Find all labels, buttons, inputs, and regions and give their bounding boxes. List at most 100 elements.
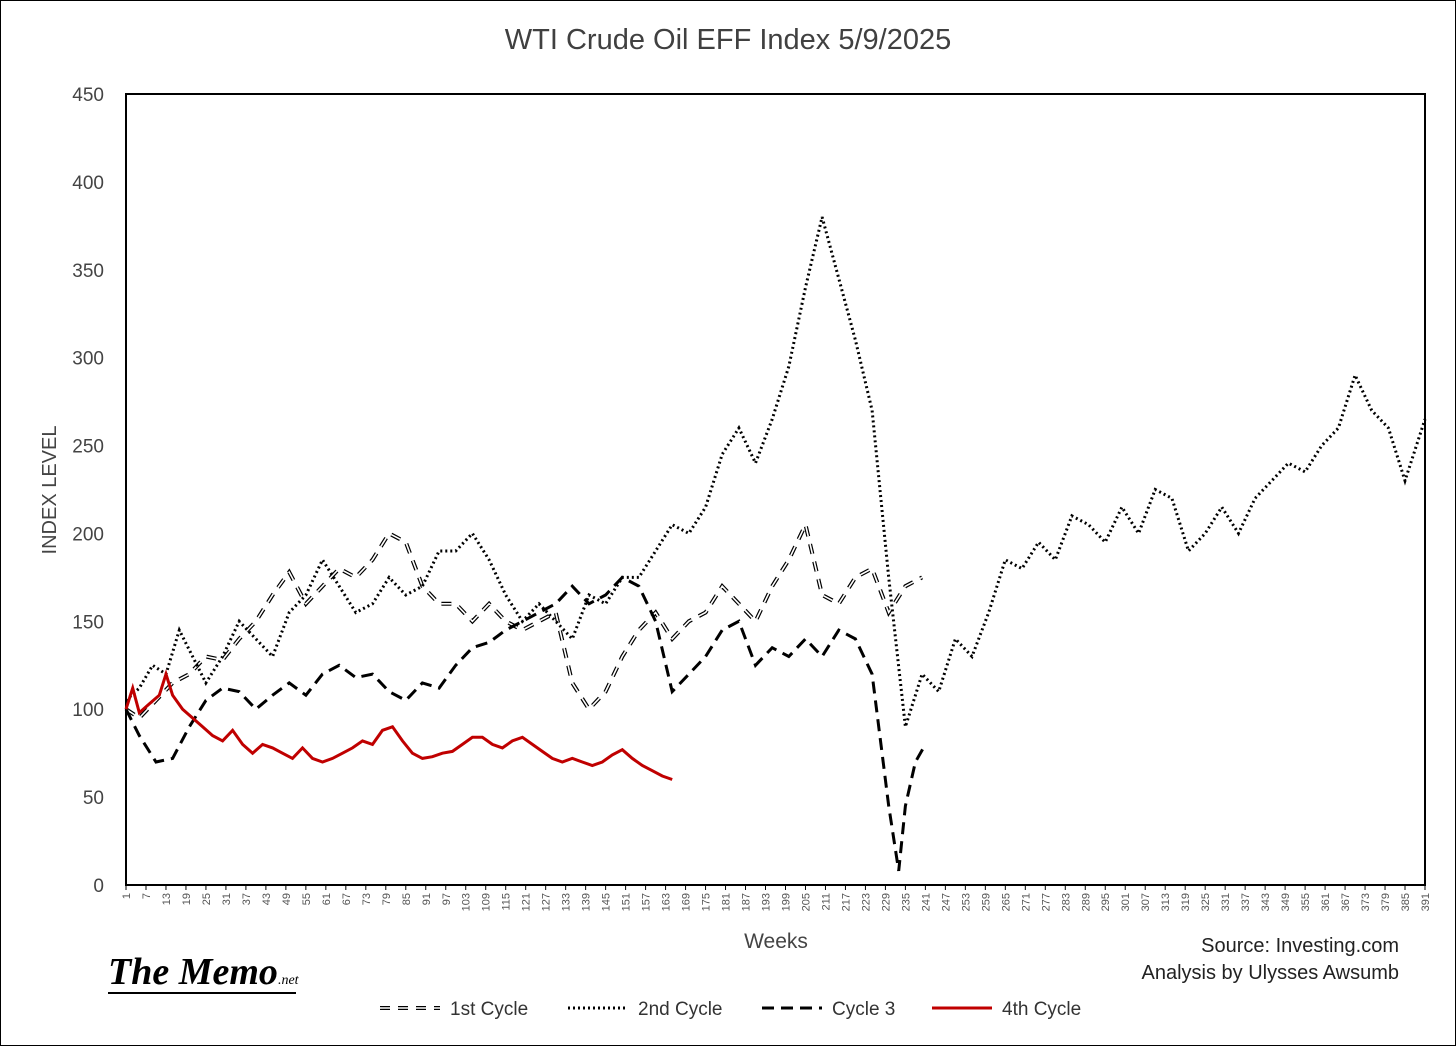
x-tick-label: 91 <box>421 893 433 905</box>
x-tick-label: 319 <box>1180 893 1192 911</box>
y-tick-label: 450 <box>72 85 104 106</box>
x-tick-label: 367 <box>1340 893 1352 911</box>
x-tick-label: 331 <box>1220 893 1232 911</box>
y-tick-label: 100 <box>72 700 104 721</box>
plot-area <box>125 93 1426 886</box>
x-tick-label: 349 <box>1280 893 1292 911</box>
series-line-4th-cycle <box>124 669 673 781</box>
x-tick-label: 295 <box>1100 893 1112 911</box>
x-tick-label: 109 <box>481 893 493 911</box>
x-tick-label: 49 <box>281 893 293 905</box>
x-tick-label: 301 <box>1120 893 1132 911</box>
x-tick-label: 115 <box>501 893 513 911</box>
source-note: Source: Investing.com <box>1201 935 1399 957</box>
x-tick-label: 343 <box>1260 893 1272 911</box>
x-tick-label: 193 <box>761 893 773 911</box>
x-tick-label: 373 <box>1360 893 1372 911</box>
x-tick-label: 247 <box>940 893 952 911</box>
x-tick-label: 13 <box>161 893 173 905</box>
logo-main: The Memo <box>108 951 278 993</box>
x-tick-label: 205 <box>800 893 812 911</box>
legend-label: 4th Cycle <box>1002 999 1081 1020</box>
series-line-cycle-3 <box>124 575 927 872</box>
x-tick-label: 187 <box>741 893 753 911</box>
x-tick-label: 307 <box>1140 893 1152 911</box>
analysis-note: Analysis by Ulysses Awsumb <box>1141 962 1400 984</box>
x-tick-label: 43 <box>261 893 273 905</box>
x-tick-label: 325 <box>1200 893 1212 911</box>
x-tick-label: 283 <box>1060 893 1072 911</box>
x-tick-label: 1 <box>121 893 133 899</box>
x-tick-label: 337 <box>1240 893 1252 911</box>
x-tick-label: 241 <box>920 893 932 911</box>
x-tick-label: 361 <box>1320 893 1332 911</box>
x-tick-label: 61 <box>321 893 333 905</box>
series-lines <box>124 216 1427 872</box>
series-line-1st-cycle <box>125 522 923 720</box>
legend-label: 2nd Cycle <box>638 999 723 1020</box>
x-tick-label: 139 <box>581 893 593 911</box>
x-tick-label: 25 <box>201 893 213 905</box>
x-tick-label: 379 <box>1380 893 1392 911</box>
x-tick-label: 277 <box>1040 893 1052 911</box>
x-tick-label: 7 <box>141 893 153 899</box>
x-tick-label: 85 <box>401 893 413 905</box>
x-tick-label: 199 <box>780 893 792 911</box>
x-tick-label: 121 <box>521 893 533 911</box>
x-tick-label: 313 <box>1160 893 1172 911</box>
logo-underline <box>108 992 296 994</box>
x-tick-label: 145 <box>601 893 613 911</box>
logo-suffix: .net <box>277 973 299 988</box>
y-tick-label: 200 <box>72 524 104 545</box>
x-tick-label: 133 <box>561 893 573 911</box>
x-tick-label: 79 <box>381 893 393 905</box>
y-tick-label: 0 <box>93 876 104 897</box>
y-tick-label: 400 <box>72 173 104 194</box>
y-tick-label: 350 <box>72 261 104 282</box>
x-tick-label: 229 <box>880 893 892 911</box>
x-tick-label: 103 <box>461 893 473 911</box>
x-tick-label: 127 <box>541 893 553 911</box>
x-tick-label: 385 <box>1400 893 1412 911</box>
x-tick-label: 253 <box>960 893 972 911</box>
x-tick-label: 31 <box>221 893 233 905</box>
legend-label: 1st Cycle <box>450 999 528 1020</box>
x-tick-label: 355 <box>1300 893 1312 911</box>
x-tick-label: 19 <box>181 893 193 905</box>
x-axis-ticks: 1 7 13 19 25 31 37 43 49 55 61 67 73 79 85 91 97 103 109 11… <box>121 885 1432 911</box>
x-tick-label: 55 <box>301 893 313 905</box>
y-tick-label: 300 <box>72 349 104 370</box>
x-tick-label: 271 <box>1020 893 1032 911</box>
y-tick-label: 250 <box>72 437 104 458</box>
series-line-1st-cycle-outline <box>124 518 924 721</box>
x-tick-label: 67 <box>341 893 353 905</box>
x-axis-label: Weeks <box>744 930 808 953</box>
x-tick-label: 37 <box>241 893 253 905</box>
x-tick-label: 265 <box>1000 893 1012 911</box>
x-tick-label: 235 <box>900 893 912 911</box>
x-tick-label: 391 <box>1420 893 1432 911</box>
x-tick-label: 151 <box>621 893 633 911</box>
x-tick-label: 211 <box>820 893 832 911</box>
x-tick-label: 181 <box>721 893 733 911</box>
x-tick-label: 259 <box>980 893 992 911</box>
y-tick-label: 50 <box>83 788 104 809</box>
legend: 1st Cycle 2nd Cycle Cycle 3 4th Cycle <box>380 999 1081 1020</box>
x-tick-label: 289 <box>1080 893 1092 911</box>
x-tick-label: 73 <box>361 893 373 905</box>
x-tick-label: 163 <box>661 893 673 911</box>
x-tick-label: 169 <box>681 893 693 911</box>
the-memo-logo: The Memo.net <box>108 950 299 994</box>
x-tick-label: 223 <box>860 893 872 911</box>
y-axis-label: INDEX LEVEL <box>39 426 61 555</box>
y-axis-ticks: 0 50 100 150 200 250 300 350 400 450 <box>72 85 104 897</box>
x-tick-label: 157 <box>641 893 653 911</box>
chart-title: WTI Crude Oil EFF Index 5/9/2025 <box>504 24 952 56</box>
x-tick-label: 97 <box>441 893 453 905</box>
x-tick-label: 175 <box>701 893 713 911</box>
x-tick-label: 217 <box>840 893 852 911</box>
y-tick-label: 150 <box>72 612 104 633</box>
legend-label: Cycle 3 <box>832 999 895 1020</box>
